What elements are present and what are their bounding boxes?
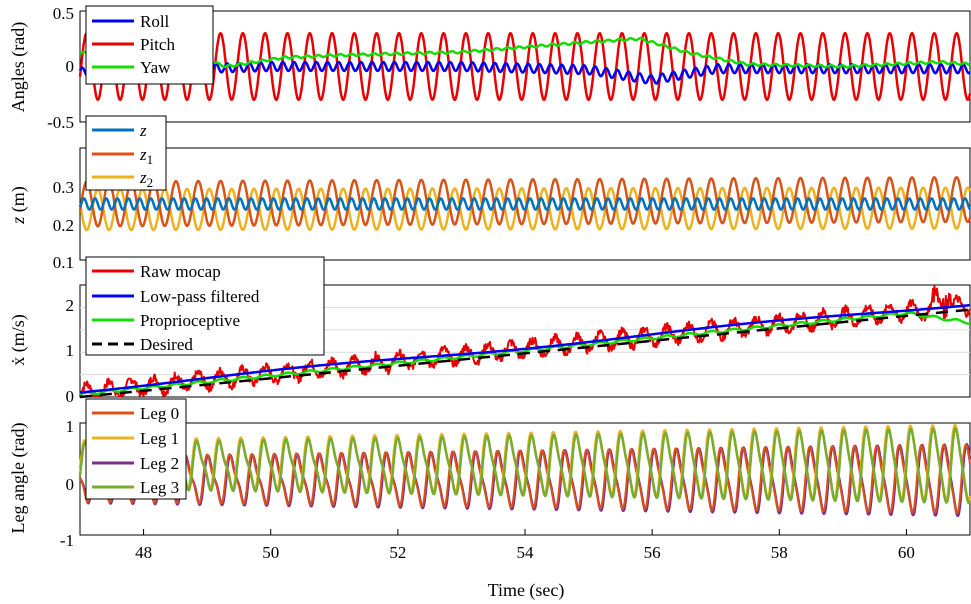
plot-area-z [78,175,971,232]
x-ticks: 48 50 52 54 56 58 60 [135,529,915,562]
y-axis-label: Angles (rad) [8,22,29,112]
legend-label-z2-sub: 2 [147,175,154,190]
axes-box-velocity [79,284,971,398]
legend-label-proprioceptive: Proprioceptive [140,311,240,330]
series-line-z [78,197,971,211]
ytick-label: -0.5 [47,113,74,132]
legend-velocity: Raw mocap Low-pass filtered Propriocepti… [85,256,325,356]
xtick-label: 60 [898,543,915,562]
series-line-z1 [78,175,971,228]
plot-area-velocity [79,285,971,399]
y-axis-label: z (m) [8,186,29,225]
legend-label-roll: Roll [140,12,170,31]
xtick-label: 54 [517,543,535,562]
legend-label-z1-base: z [139,145,147,164]
legend-label-low-pass: Low-pass filtered [140,287,260,306]
ytick-label: 1 [66,417,75,436]
ytick-label: 0.5 [53,4,74,23]
legend-leg-angle: Leg 0 Leg 1 Leg 2 Leg 3 [85,398,187,500]
series-line-low-pass [79,303,971,394]
legend-box [85,256,325,356]
legend-label-z1-sub: 1 [147,152,154,167]
ytick-label: 0 [66,387,75,406]
legend-label-leg0: Leg 0 [140,404,179,423]
plot-area-angles [78,31,971,102]
panel-angles: 0.5 0 -0.5 Angles (rad) Roll Pitch Yaw [8,4,971,132]
legend-label-leg1: Leg 1 [140,429,179,448]
xtick-label: 48 [135,543,152,562]
ytick-label: 0.1 [53,253,74,272]
x-axis-label: Time (sec) [488,580,565,601]
ytick-label: 0.2 [53,216,74,235]
legend-label-yaw: Yaw [140,58,171,77]
series-line-proprioceptive [79,311,971,396]
legend-label-desired: Desired [140,335,193,354]
panel-leg-angle: 1 0 -1 Leg angle (rad) 48 50 52 54 56 58 60 Ti… [8,398,971,601]
xtick-label: 58 [771,543,788,562]
panel-z: 0.3 0.2 0.1 z (m) z z1 z2 [8,115,971,272]
legend-label-leg2: Leg 2 [140,454,179,473]
legend-label-z2-base: z [139,168,147,187]
series-line-pitch [78,31,971,102]
y-axis-label: ẋ (m/s) [8,314,29,366]
xtick-label: 50 [262,543,279,562]
series-line-yaw [79,36,971,69]
xtick-label: 52 [389,543,406,562]
y-axis-label: Leg angle (rad) [8,423,29,534]
ytick-label: 2 [66,296,75,315]
ytick-label: -1 [60,531,74,550]
legend-label-leg3: Leg 3 [140,478,179,497]
ytick-label: 1 [66,341,75,360]
series-line-leg3 [78,427,971,505]
plot-area-leg-angle [78,423,971,518]
panel-velocity: 2 1 0 ẋ (m/s) Raw mocap Low-pass filtere… [8,256,971,406]
legend-label-raw-mocap: Raw mocap [140,262,221,281]
xtick-label: 56 [644,543,661,562]
ytick-label: 0.3 [53,178,74,197]
legend-label-z2: z2 [139,168,153,190]
series-line-desired [79,308,971,399]
legend-z: z z1 z2 [85,115,167,191]
legend-label-z1: z1 [139,145,153,167]
legend-label-pitch: Pitch [140,35,175,54]
ytick-label: 0 [66,475,75,494]
legend-angles: Roll Pitch Yaw [85,5,214,85]
legend-label-z: z [139,121,147,140]
ytick-label: 0 [66,57,75,76]
legend-box [85,398,187,500]
